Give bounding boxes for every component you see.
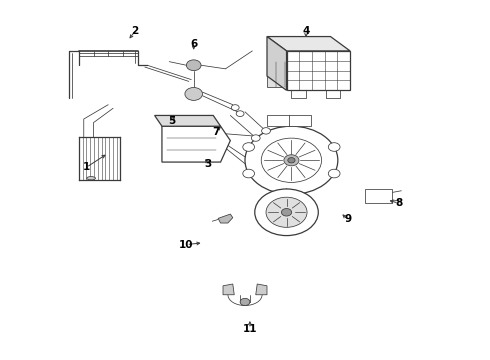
- Polygon shape: [287, 51, 350, 90]
- Text: 10: 10: [179, 239, 194, 249]
- Text: 1: 1: [83, 162, 90, 172]
- Text: 9: 9: [344, 215, 351, 224]
- Circle shape: [261, 138, 321, 183]
- Circle shape: [243, 169, 254, 178]
- Text: 8: 8: [395, 198, 403, 208]
- Circle shape: [236, 111, 244, 117]
- Text: 11: 11: [243, 324, 257, 334]
- Circle shape: [266, 197, 307, 227]
- Text: 5: 5: [168, 116, 175, 126]
- Circle shape: [186, 60, 201, 71]
- Polygon shape: [267, 62, 294, 87]
- Polygon shape: [267, 37, 350, 51]
- Circle shape: [185, 87, 202, 100]
- Circle shape: [262, 128, 270, 134]
- Polygon shape: [162, 126, 230, 162]
- Circle shape: [243, 143, 254, 151]
- Circle shape: [231, 105, 239, 111]
- Circle shape: [251, 135, 260, 141]
- Circle shape: [255, 189, 318, 235]
- Circle shape: [288, 158, 295, 163]
- Text: 6: 6: [190, 39, 197, 49]
- Text: 4: 4: [302, 26, 310, 36]
- Circle shape: [328, 143, 340, 151]
- Polygon shape: [218, 214, 233, 223]
- Polygon shape: [155, 116, 220, 126]
- Circle shape: [240, 298, 250, 306]
- Text: 2: 2: [131, 26, 139, 36]
- Circle shape: [328, 169, 340, 178]
- Circle shape: [245, 126, 338, 194]
- Polygon shape: [267, 37, 287, 90]
- Circle shape: [284, 155, 299, 166]
- Text: 7: 7: [212, 127, 220, 136]
- Bar: [365, 189, 392, 203]
- Text: 3: 3: [205, 159, 212, 169]
- Polygon shape: [267, 116, 311, 126]
- Circle shape: [281, 208, 292, 216]
- Polygon shape: [256, 284, 267, 295]
- Ellipse shape: [87, 177, 96, 180]
- Polygon shape: [223, 284, 234, 295]
